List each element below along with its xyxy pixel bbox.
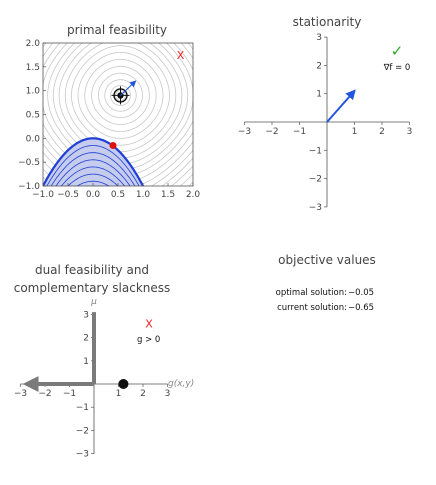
g-axis-label: g(x,y): [168, 379, 194, 389]
contour-line: [91, 65, 150, 125]
y-tick-label: −2: [309, 175, 322, 185]
y-tick-label: 1.5: [26, 63, 40, 73]
y-tick-label: 1: [316, 90, 322, 100]
contour-line: [43, 151, 193, 186]
y-tick-label: −0.5: [18, 158, 40, 168]
y-tick-label: −3: [76, 450, 89, 460]
x-tick-label: 1.5: [161, 190, 175, 200]
x-tick-label: −2: [265, 127, 278, 137]
x-tick-label: −3: [238, 127, 251, 137]
optimal-label: optimal solution:: [276, 288, 347, 298]
contour-lines: [43, 43, 193, 186]
mu-axis-label: μ: [90, 297, 97, 307]
x-tick-label: −0.5: [57, 190, 79, 200]
constraint-level-curve: [60, 166, 126, 186]
y-tick-label: −2: [76, 426, 89, 436]
x-tick-label: 0.0: [86, 190, 101, 200]
current-label: current solution:: [277, 303, 347, 313]
contour-line: [43, 43, 193, 177]
primal-y-ticks: 2.0 1.5 1.0 0.5 0.0 −0.5 −1.0: [18, 39, 46, 192]
contour-line: [98, 72, 143, 118]
y-tick-label: 1: [83, 357, 89, 367]
x-tick-label: 1.0: [136, 190, 151, 200]
gradient-vector: [326, 89, 356, 123]
contour-line: [64, 43, 177, 153]
dual-x-ticks: −3 −2 −1 1 2 3: [14, 384, 171, 399]
x-tick-label: −3: [14, 389, 27, 399]
x-tick-label: −1: [293, 127, 306, 137]
primal-feasibility-panel: primal feasibility −1.0 −0.5 0.0 0.5 1.0 1.5 2…: [18, 23, 200, 200]
x-tick-label: 2.0: [186, 190, 201, 200]
contour-line: [52, 43, 189, 165]
contour-line: [47, 43, 193, 171]
contour-line: [110, 85, 131, 106]
stationarity-x-ticks: −3 −2 −1 1 2 3: [238, 122, 413, 137]
stationarity-y-ticks: 3 2 1 −1 −2 −3: [309, 33, 327, 213]
dual-marks: [22, 312, 129, 392]
objective-panel: objective values optimal solution: −0.05…: [276, 253, 376, 313]
dual-infeasible-marker: X: [145, 318, 153, 331]
y-tick-label: −1.0: [18, 182, 40, 192]
x-tick-label: −1: [63, 389, 76, 399]
y-tick-label: 0.5: [26, 111, 40, 121]
x-tick-label: 3: [407, 127, 413, 137]
gradient-arrow: [326, 89, 356, 123]
constraint-level-curve: [46, 145, 140, 186]
dual-title-line1: dual feasibility and: [35, 263, 149, 277]
contour-line: [43, 160, 193, 186]
contour-line: [43, 43, 193, 183]
current-point: [109, 141, 117, 149]
primal-x-ticks: −1.0 −0.5 0.0 0.5 1.0 1.5 2.0: [32, 183, 200, 200]
gradient-arrow: [120, 80, 137, 96]
infeasible-marker: X: [177, 49, 185, 62]
y-tick-label: −1: [76, 403, 89, 413]
gradient-zero-label: ∇f = 0: [383, 63, 411, 73]
contour-line: [43, 43, 193, 186]
stationarity-panel: stationarity −3 −2 −1 1 2 3 3 2 1 −1 −2 −3 ✓ ∇f = …: [238, 15, 413, 213]
objective-title: objective values: [278, 253, 376, 267]
y-tick-label: 2.0: [26, 39, 41, 49]
stationarity-title: stationarity: [293, 15, 362, 29]
y-tick-label: 2: [316, 61, 322, 71]
contour-line: [104, 79, 137, 112]
check-icon: ✓: [391, 42, 404, 60]
constraint-level-curve: [50, 152, 136, 186]
x-tick-label: 1: [116, 389, 122, 399]
contour-line: [77, 52, 164, 139]
y-tick-label: 2: [83, 334, 89, 344]
constraint-level-curve: [55, 159, 131, 186]
primal-title: primal feasibility: [67, 23, 167, 37]
current-dual-point: [118, 379, 129, 389]
x-tick-label: 2: [140, 389, 146, 399]
x-tick-label: 3: [165, 389, 171, 399]
x-tick-label: 0.5: [111, 190, 125, 200]
y-tick-label: 1.0: [26, 87, 41, 97]
y-tick-label: −1: [309, 146, 322, 156]
current-value: −0.65: [348, 303, 374, 313]
primal-marks: [109, 80, 137, 149]
optimal-value: −0.05: [348, 288, 374, 298]
x-tick-label: −2: [38, 389, 51, 399]
constraint-level-curve: [67, 173, 119, 186]
x-tick-label: −1.0: [32, 190, 54, 200]
dual-panel: dual feasibility and complementary slack…: [14, 263, 195, 460]
y-tick-label: −3: [309, 203, 322, 213]
dual-title-line2: complementary slackness: [14, 281, 171, 295]
y-tick-label: 3: [316, 33, 322, 43]
contour-line: [43, 43, 193, 186]
y-tick-label: 3: [83, 310, 89, 320]
contour-line: [71, 45, 170, 146]
g-positive-label: g > 0: [137, 335, 160, 345]
x-tick-label: 1: [352, 127, 358, 137]
x-tick-label: 2: [379, 127, 385, 137]
contour-line: [58, 43, 183, 159]
y-tick-label: 0.0: [26, 134, 41, 144]
contour-line: [84, 58, 157, 132]
